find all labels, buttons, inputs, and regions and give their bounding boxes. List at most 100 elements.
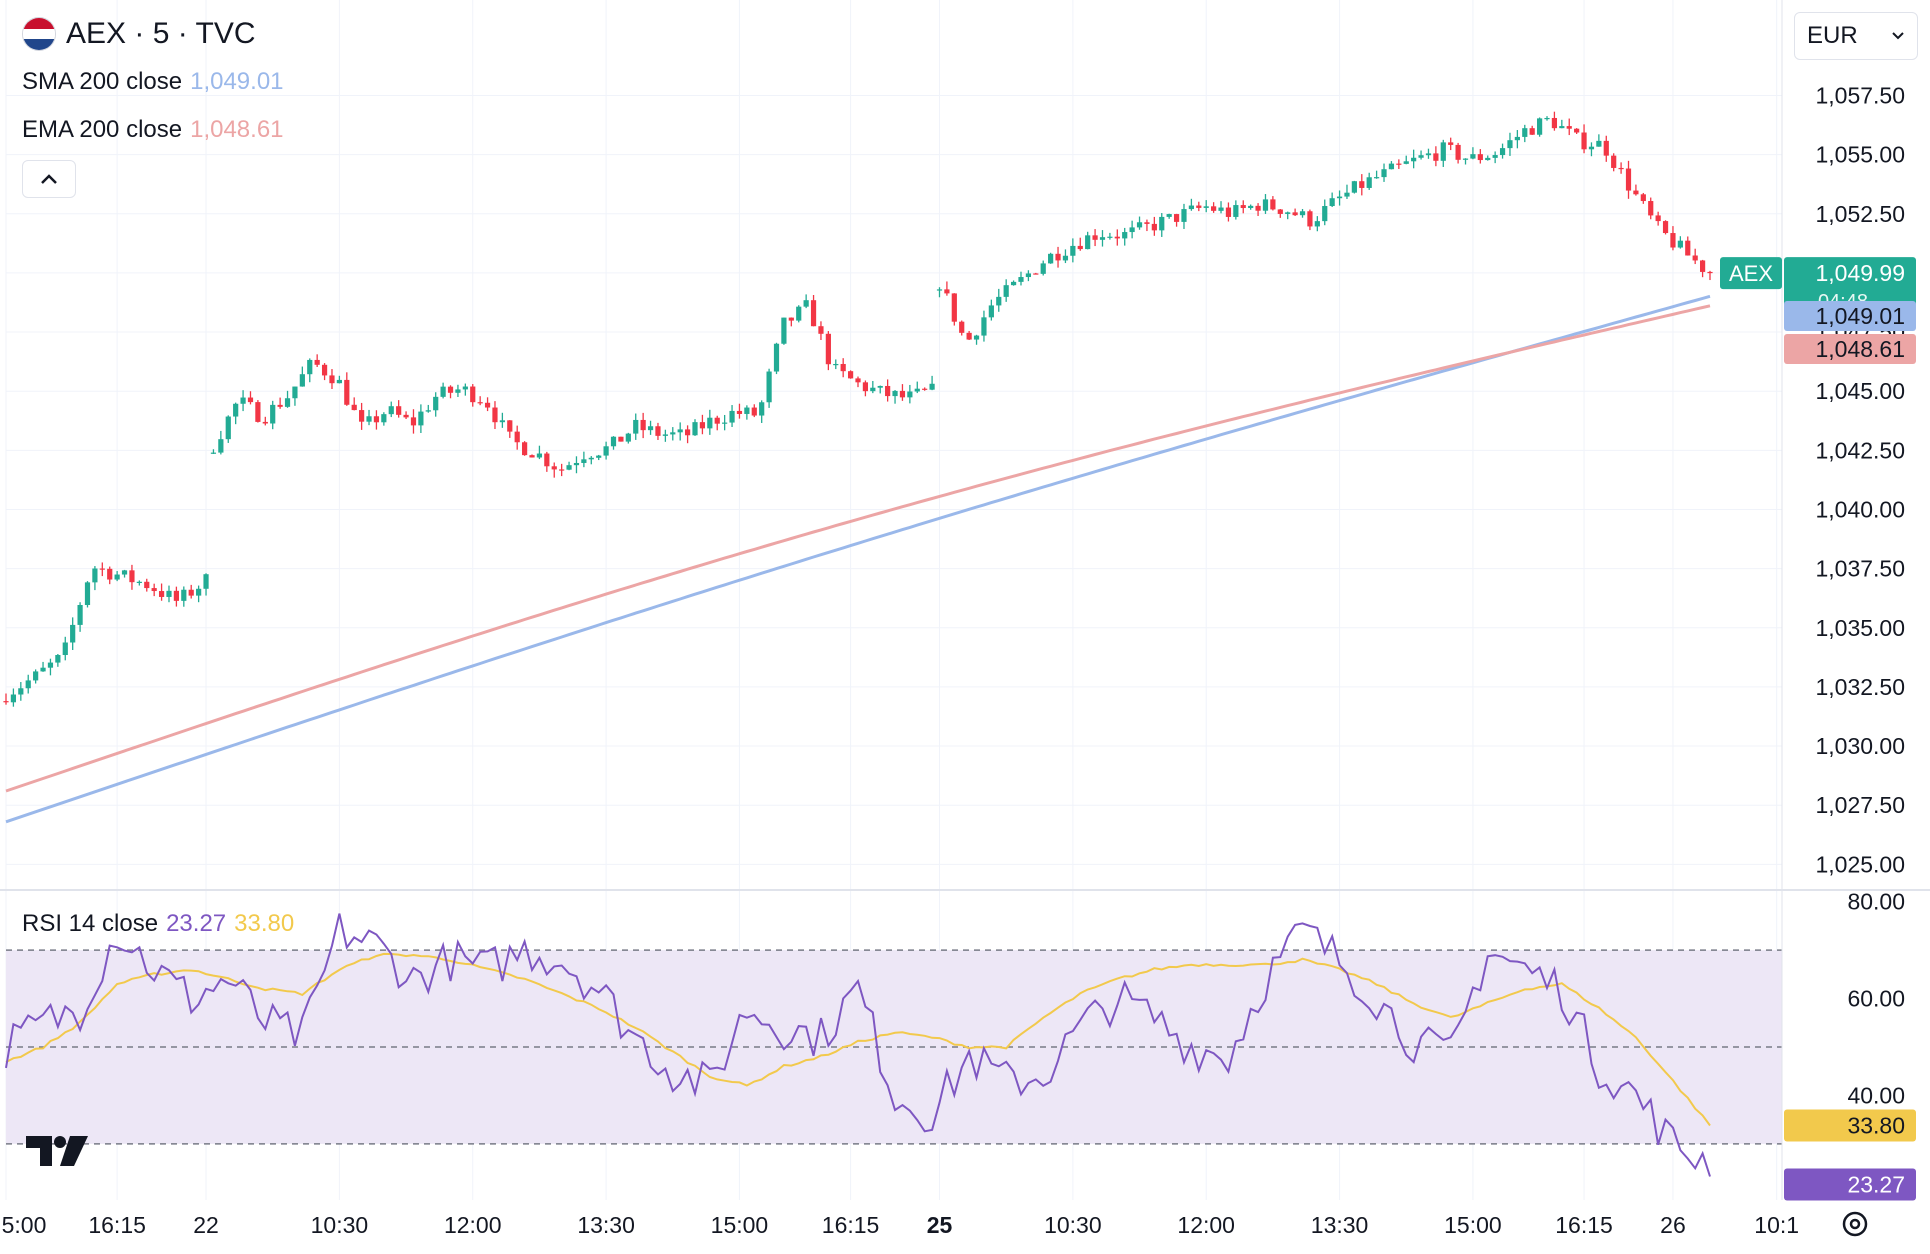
candle: [255, 400, 261, 423]
candle: [292, 386, 298, 406]
candle: [1418, 150, 1424, 160]
candle: [1455, 142, 1461, 164]
candle: [25, 674, 31, 694]
candle: [1122, 227, 1128, 246]
sma-legend-label: SMA 200 close: [22, 68, 183, 95]
candle: [196, 585, 202, 603]
candle: [1329, 192, 1335, 208]
candle: [847, 370, 854, 379]
candle: [796, 305, 802, 323]
currency-select[interactable]: EUR: [1794, 12, 1918, 60]
candle: [351, 397, 357, 411]
candle: [514, 425, 520, 450]
candle: [1085, 231, 1091, 250]
candle: [699, 414, 706, 435]
symbol-title[interactable]: AEX · 5 · TVC: [66, 17, 256, 50]
candle: [1188, 198, 1194, 211]
candle: [655, 422, 661, 440]
candle: [373, 410, 380, 430]
candle: [951, 293, 957, 326]
sma-legend[interactable]: SMA 200 close 1,049.01: [22, 64, 284, 100]
candle: [1307, 209, 1313, 231]
candle: [788, 317, 794, 327]
symbol-header[interactable]: AEX · 5 · TVC: [22, 14, 256, 54]
candle: [136, 580, 142, 586]
candle: [1048, 252, 1054, 264]
netherlands-flag-icon: [22, 17, 56, 51]
candle: [144, 578, 150, 592]
candle: [1055, 246, 1061, 268]
candle: [729, 405, 735, 427]
candle: [1522, 124, 1528, 143]
price-tick-label: 1,055.00: [1815, 142, 1905, 168]
candle: [1181, 203, 1187, 229]
candle: [1166, 213, 1172, 219]
rsi-value-tag-text: 23.27: [1847, 1171, 1905, 1197]
candle: [929, 375, 935, 391]
price-tick-label: 1,027.50: [1815, 792, 1905, 818]
candle: [1492, 151, 1498, 164]
candle: [662, 429, 668, 442]
candle: [692, 419, 698, 436]
candle: [70, 617, 76, 651]
candle: [1292, 208, 1298, 217]
candle: [1388, 161, 1395, 170]
time-tick-label: 13:30: [1311, 1212, 1369, 1238]
candle: [210, 449, 217, 454]
collapse-legend-button[interactable]: [22, 160, 76, 198]
candle: [610, 436, 617, 450]
candle: [1285, 211, 1291, 220]
time-axis[interactable]: 5:00 16:15 22 10:30 12:00 13:30 15:00 16:15 25 10…: [2, 1212, 1799, 1238]
candle: [522, 441, 528, 456]
candle: [84, 581, 91, 608]
candle: [47, 658, 54, 676]
candle: [262, 416, 268, 426]
price-tick-label: 1,042.50: [1815, 437, 1905, 463]
candle: [151, 583, 157, 597]
candle: [440, 382, 446, 399]
candle: [1203, 200, 1209, 213]
candle: [158, 583, 165, 601]
settings-icon[interactable]: [1842, 1211, 1868, 1237]
candle: [966, 330, 972, 341]
ema-legend-value: 1,048.61: [190, 116, 284, 143]
candle: [1366, 172, 1372, 190]
candle: [1099, 230, 1106, 247]
candle: [1374, 170, 1380, 179]
ema-legend[interactable]: EMA 200 close 1,048.61: [22, 112, 284, 148]
candle: [603, 441, 609, 460]
candle: [685, 425, 691, 444]
candle: [1218, 201, 1224, 214]
candle: [707, 409, 713, 435]
candle: [588, 456, 594, 465]
candle: [1648, 197, 1654, 220]
candle: [914, 381, 920, 394]
candle: [1070, 238, 1076, 263]
time-tick-label: 16:15: [822, 1212, 880, 1238]
time-tick-label: 5:00: [2, 1212, 47, 1238]
candle: [1544, 116, 1550, 121]
candle: [329, 369, 335, 390]
candle: [877, 385, 883, 394]
price-axis[interactable]: 1,025.00 1,027.50 1,030.00 1,032.50 1,035.00…: [1815, 82, 1905, 877]
candle: [99, 562, 105, 577]
last-price-value: 1,049.99: [1815, 260, 1905, 286]
candle: [1514, 130, 1520, 149]
candle: [1440, 139, 1446, 167]
rsi-legend[interactable]: RSI 14 close 23.27 33.80: [22, 906, 294, 942]
ema-200-line: [5, 304, 1711, 793]
candle: [633, 413, 639, 440]
candlestick-series: [3, 111, 1713, 707]
candle: [1299, 208, 1306, 218]
candle: [988, 299, 994, 321]
rsi-legend-label: RSI 14 close: [22, 910, 159, 937]
candle: [1351, 180, 1357, 194]
candle: [818, 321, 824, 341]
candle: [396, 400, 402, 418]
candle: [759, 400, 765, 423]
candle: [581, 451, 587, 468]
candle: [907, 384, 913, 404]
candle: [314, 354, 320, 368]
